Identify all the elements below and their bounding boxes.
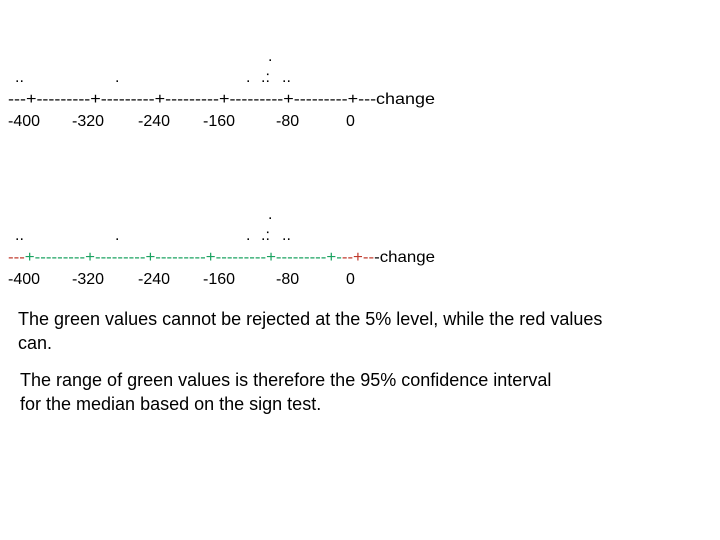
dots: .: [261,69,270,86]
axis-segment: +---------+---------+---------+---------… [25,249,342,266]
tick-label: 0 [346,271,355,288]
tick-label: -400 [8,271,40,288]
paragraph-line: The range of green values is therefore t… [20,370,551,390]
axis-segment: --- [8,249,25,266]
tick-label: -240 [138,113,170,130]
dots: .. [15,69,24,86]
dots: . [246,69,250,86]
tick-label: -80 [276,113,299,130]
dots: . [115,227,119,244]
dots: .. [282,227,291,244]
axis-segment: -change [374,249,435,266]
axis-line: ---+---------+---------+---------+------… [8,249,435,266]
dots: . [268,48,272,65]
paragraph-line: The green values cannot be rejected at t… [18,309,602,329]
tick-label: -240 [138,271,170,288]
dots: . [268,206,272,223]
tick-label: -160 [203,113,235,130]
tick-label: -400 [8,113,40,130]
dots: . [115,69,119,86]
axis-segment: ---+---------+---------+---------+------… [8,91,435,108]
tick-label: -80 [276,271,299,288]
dots: .: [261,227,270,244]
tick-label: -320 [72,271,104,288]
tick-label: -320 [72,113,104,130]
dots: .. [15,227,24,244]
paragraph-line: for the median based on the sign test. [20,394,321,414]
tick-label: 0 [346,113,355,130]
axis-line: ---+---------+---------+---------+------… [8,91,435,108]
axis-segment: --+-- [342,249,374,266]
dots: .. [282,69,291,86]
dots: . [246,227,250,244]
tick-label: -160 [203,271,235,288]
paragraph-line: can. [18,333,52,353]
